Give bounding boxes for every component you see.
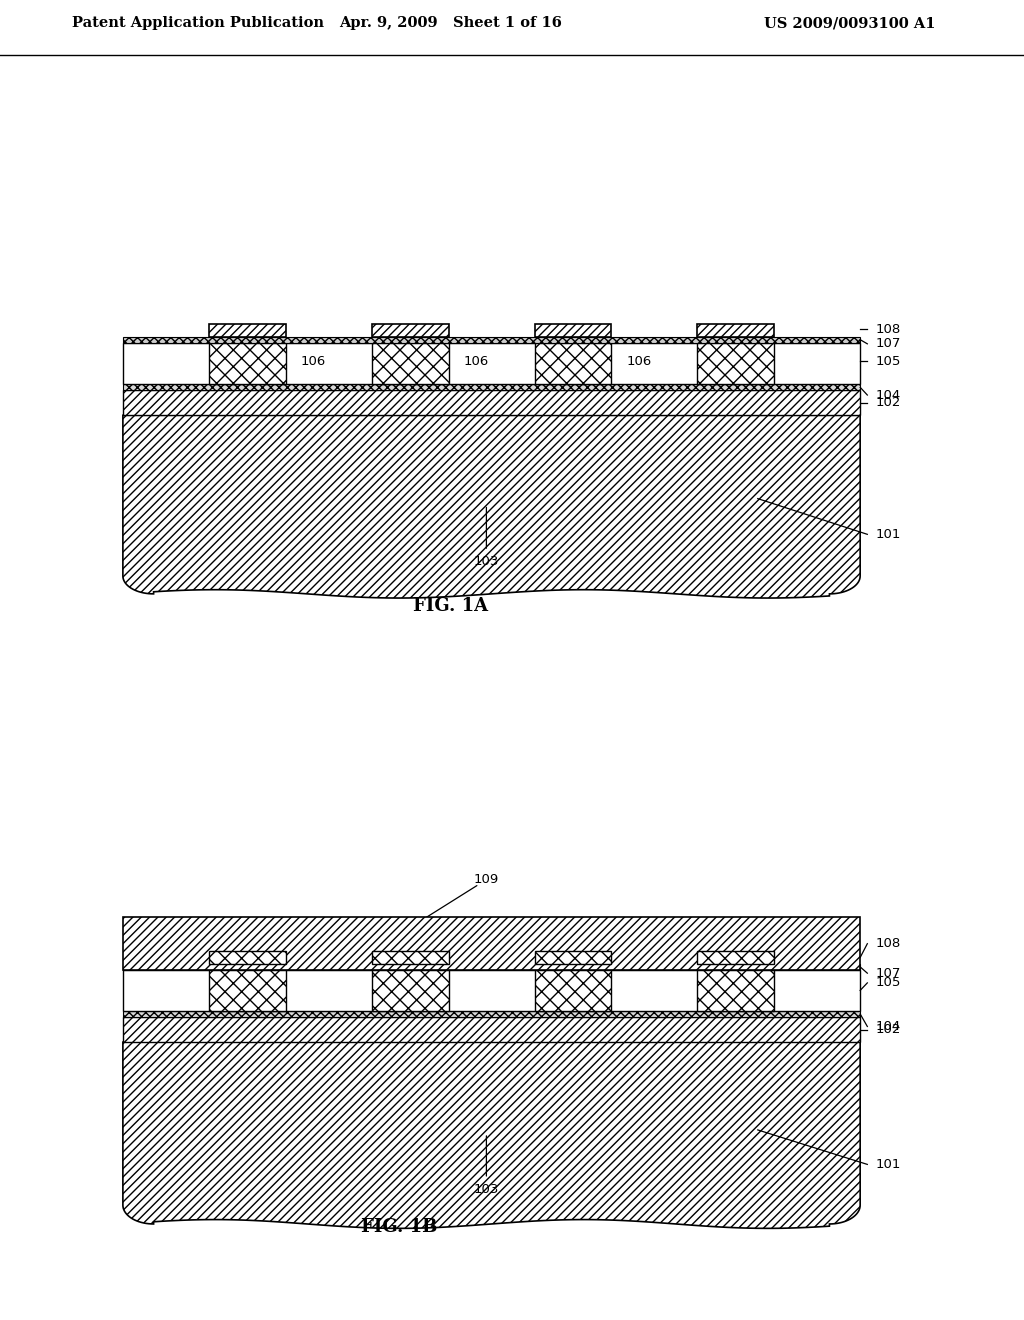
Bar [372,323,449,337]
Bar [372,970,449,1011]
Bar [123,970,860,1011]
Bar [697,970,774,1011]
Polygon shape [123,1043,860,1229]
Bar [123,964,860,970]
Text: 109: 109 [474,873,499,886]
Bar [535,970,611,1011]
Bar [123,916,860,970]
Bar [697,952,774,964]
Bar [372,343,449,384]
Text: 101: 101 [876,528,901,541]
Text: FIG. 1B: FIG. 1B [361,1218,437,1236]
Text: 106: 106 [627,355,651,368]
Bar [209,343,286,384]
Bar [697,343,774,384]
Text: 102: 102 [876,396,901,409]
Bar [123,343,860,384]
Text: 103: 103 [474,1183,499,1196]
Bar [535,323,611,337]
Bar [123,384,860,391]
Text: Apr. 9, 2009   Sheet 1 of 16: Apr. 9, 2009 Sheet 1 of 16 [339,16,562,30]
Text: 106: 106 [301,355,326,368]
Text: 105: 105 [876,977,901,990]
Text: 104: 104 [876,1020,901,1034]
Bar [123,1016,860,1043]
Text: 103: 103 [474,554,499,568]
Bar [209,323,286,337]
Text: FIG. 1A: FIG. 1A [413,597,488,615]
Bar [123,337,860,343]
Bar [535,343,611,384]
Text: 104: 104 [876,388,901,401]
Bar [697,323,774,337]
Text: 101: 101 [876,1158,901,1171]
Text: 107: 107 [876,966,901,979]
Text: 108: 108 [876,937,901,950]
Text: 105: 105 [876,355,901,368]
Bar [372,952,449,964]
Bar [535,952,611,964]
Bar [123,1011,860,1016]
Bar [209,952,286,964]
Text: 106: 106 [464,355,488,368]
Text: Patent Application Publication: Patent Application Publication [72,16,324,30]
Text: 102: 102 [876,1023,901,1036]
Text: 108: 108 [876,323,901,337]
Bar [123,391,860,416]
Text: US 2009/0093100 A1: US 2009/0093100 A1 [764,16,936,30]
Text: 107: 107 [876,338,901,350]
Polygon shape [123,416,860,598]
Bar [209,970,286,1011]
